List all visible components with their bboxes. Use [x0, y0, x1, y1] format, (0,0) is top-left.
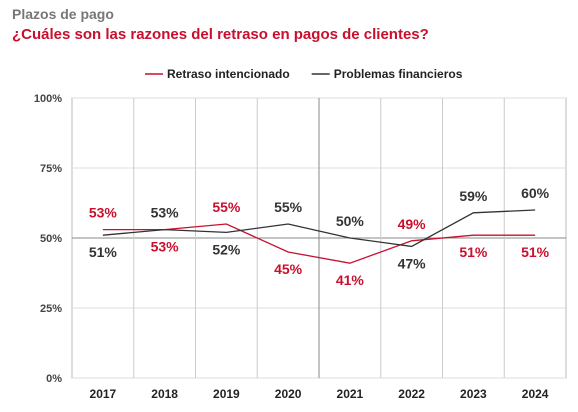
legend-label: Retraso intencionado — [167, 67, 290, 81]
chart-subtitle: ¿Cuáles son las razones del retraso en p… — [12, 26, 429, 43]
data-label-intencionado: 41% — [336, 272, 365, 288]
data-label-financieros: 60% — [521, 185, 550, 201]
x-tick-label: 2021 — [337, 387, 364, 401]
data-label-intencionado: 51% — [459, 244, 488, 260]
x-tick-label: 2019 — [213, 387, 240, 401]
series-line-1 — [102, 209, 536, 248]
x-tick-label: 2020 — [275, 387, 302, 401]
y-tick-label: 25% — [40, 303, 62, 315]
y-tick-label: 75% — [40, 163, 62, 175]
data-label-financieros: 47% — [398, 255, 427, 271]
data-label-financieros: 50% — [336, 213, 365, 229]
data-label-financieros: 59% — [459, 188, 488, 204]
y-tick-label: 0% — [46, 373, 62, 385]
data-label-intencionado: 51% — [521, 244, 550, 260]
data-label-intencionado: 49% — [398, 216, 427, 232]
y-tick-label: 50% — [40, 233, 62, 245]
x-tick-label: 2017 — [90, 387, 117, 401]
data-label-intencionado: 45% — [274, 261, 303, 277]
x-tick-label: 2023 — [460, 387, 487, 401]
data-label-intencionado: 53% — [89, 205, 118, 221]
x-tick-label: 2018 — [151, 387, 178, 401]
y-tick-label: 100% — [34, 93, 62, 105]
data-label-financieros: 55% — [274, 199, 303, 215]
x-tick-label: 2022 — [398, 387, 425, 401]
data-label-intencionado: 53% — [151, 239, 180, 255]
data-label-financieros: 52% — [212, 241, 241, 257]
chart-title: Plazos de pago — [12, 6, 114, 22]
x-tick-label: 2024 — [522, 387, 549, 401]
series-line-0 — [102, 223, 536, 264]
data-label-financieros: 53% — [151, 205, 180, 221]
data-label-financieros: 51% — [89, 244, 118, 260]
legend-label: Problemas financieros — [334, 67, 463, 81]
data-label-intencionado: 55% — [212, 199, 241, 215]
